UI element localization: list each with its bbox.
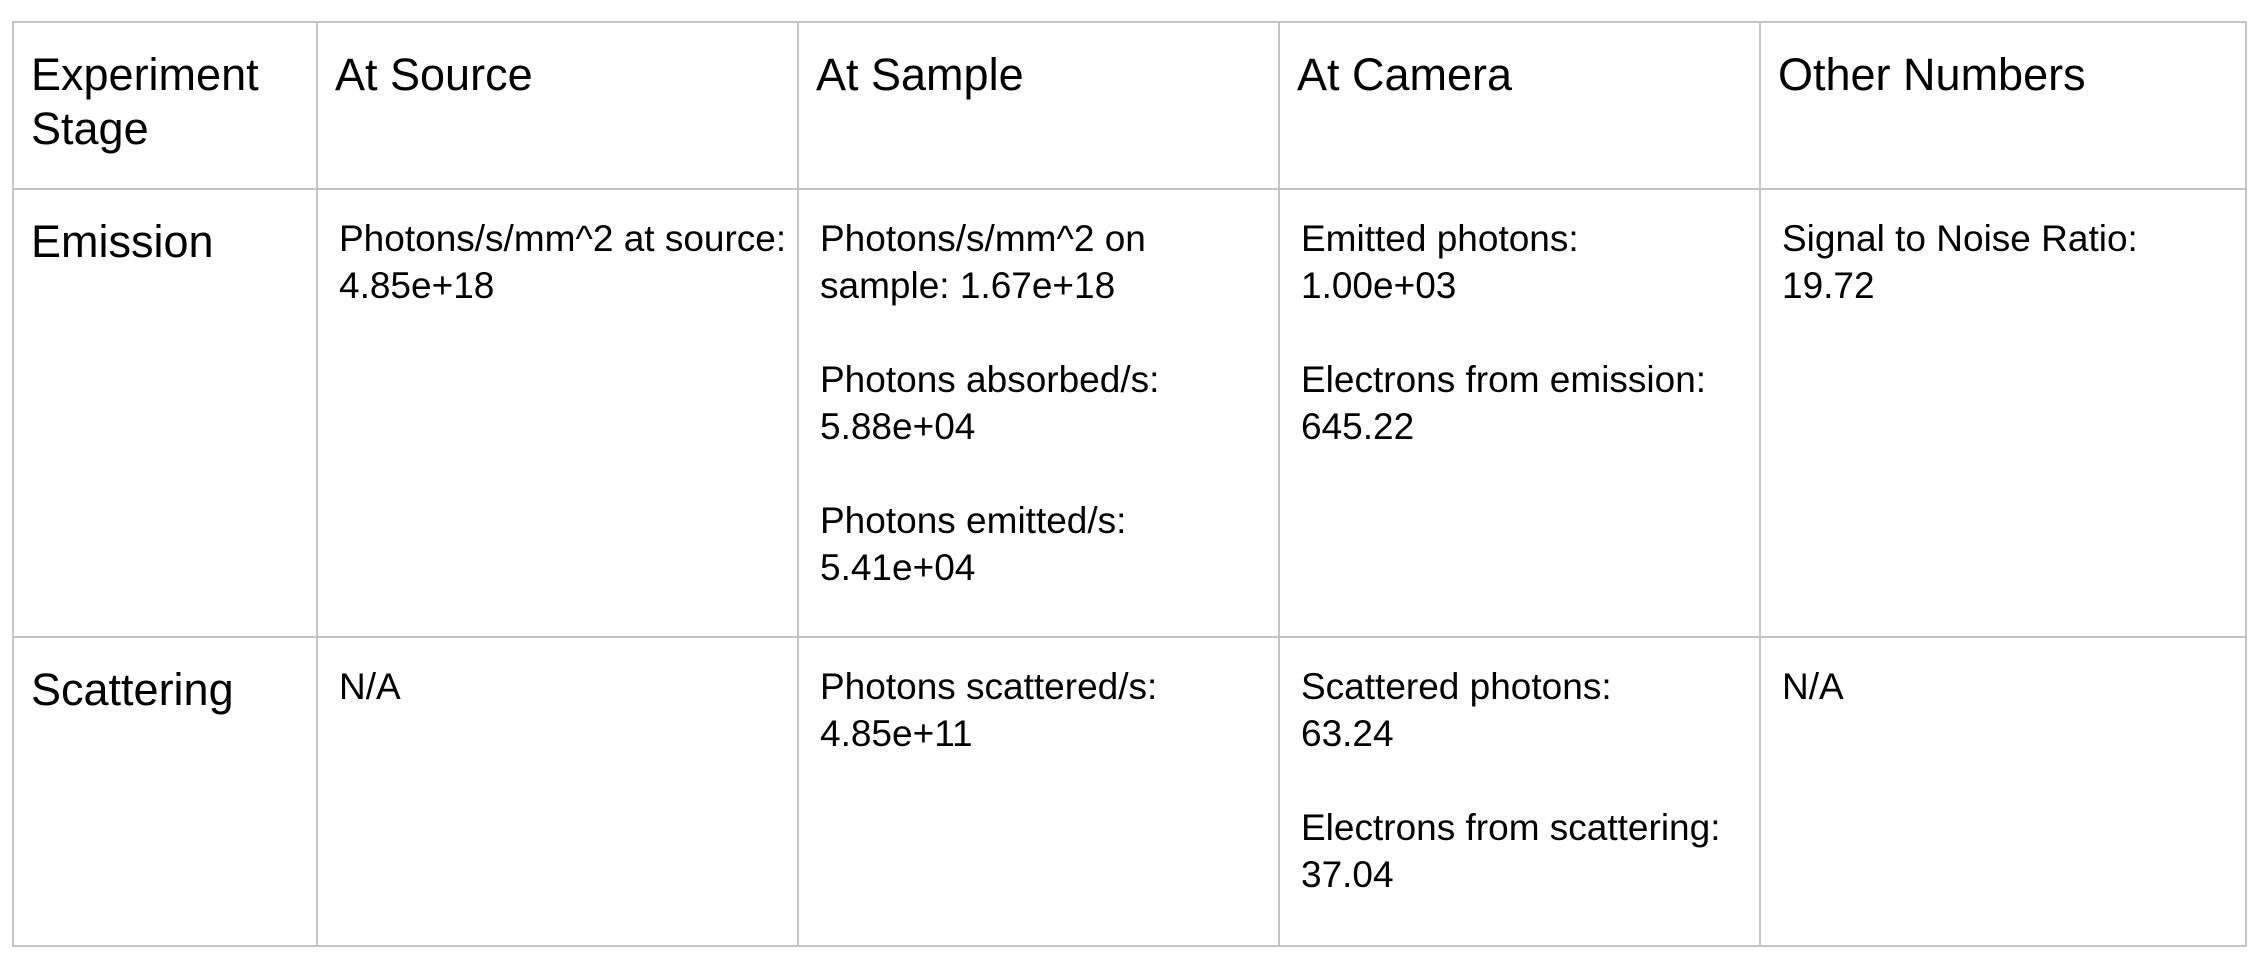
- table-row-emission: Emission Photons/s/mm^2 at source: 4.85e…: [12, 188, 2247, 638]
- header-cell-at-source: At Source: [316, 21, 799, 190]
- metric-value: 1.00e+03: [1301, 265, 1457, 306]
- metric-label: Electrons from emission:: [1301, 359, 1707, 400]
- metric-value: 5.41e+04: [820, 547, 976, 588]
- metric-label: Photons/s/mm^2 at source:: [339, 218, 787, 259]
- metric-value: 37.04: [1301, 807, 1742, 895]
- metric-entry: Scattered photons: 63.24: [1301, 663, 1759, 757]
- at-sample-cell: Photons/s/mm^2 on sample: 1.67e+18 Photo…: [797, 188, 1280, 638]
- metric-entry: Electrons from emission: 645.22: [1301, 356, 1759, 450]
- stage-label: Emission: [31, 216, 214, 267]
- header-label: At Sample: [816, 49, 1024, 100]
- metric-entry: Photons absorbed/s: 5.88e+04: [820, 356, 1278, 450]
- na-value: N/A: [1782, 666, 1844, 707]
- header-cell-experiment-stage: Experiment Stage: [12, 21, 318, 190]
- metric-label: Emitted photons:: [1301, 218, 1579, 259]
- header-cell-at-sample: At Sample: [797, 21, 1280, 190]
- table-header-row: Experiment Stage At Source At Sample At …: [12, 21, 2247, 190]
- na-value: N/A: [339, 666, 401, 707]
- stage-cell: Scattering: [12, 636, 318, 947]
- header-cell-at-camera: At Camera: [1278, 21, 1761, 190]
- metric-value: 63.24: [1301, 713, 1394, 754]
- stage-cell: Emission: [12, 188, 318, 638]
- metric-label: Signal to Noise Ratio:: [1782, 218, 2138, 259]
- metric-entry: Photons emitted/s: 5.41e+04: [820, 497, 1278, 591]
- metric-entry: Photons/s/mm^2 on sample: 1.67e+18: [820, 215, 1278, 309]
- metric-label: Photons/s/mm^2 on sample:: [820, 218, 1157, 306]
- table-row-scattering: Scattering N/A Photons scattered/s: 4.85e…: [12, 636, 2247, 947]
- metric-entry: Signal to Noise Ratio: 19.72: [1782, 215, 2245, 309]
- at-source-cell: Photons/s/mm^2 at source: 4.85e+18: [316, 188, 799, 638]
- at-camera-cell: Emitted photons: 1.00e+03 Electrons from …: [1278, 188, 1761, 638]
- metric-value: 19.72: [1782, 265, 1875, 306]
- metric-entry: Electrons from scattering: 37.04: [1301, 804, 1759, 898]
- metric-label: Electrons from scattering:: [1301, 807, 1721, 848]
- metric-value: 4.85e+18: [339, 265, 495, 306]
- stage-label: Scattering: [31, 664, 234, 715]
- metric-entry: Photons/s/mm^2 at source: 4.85e+18: [339, 215, 797, 309]
- metric-entry: Emitted photons: 1.00e+03: [1301, 215, 1759, 309]
- header-label: At Source: [335, 49, 533, 100]
- header-label: Experiment Stage: [31, 49, 259, 154]
- metric-value: 1.67e+18: [959, 265, 1116, 306]
- metric-label: Photons emitted/s:: [820, 500, 1127, 541]
- metric-label: Photons scattered/s:: [820, 666, 1158, 707]
- metric-value: 645.22: [1301, 406, 1415, 447]
- metric-value: 4.85e+11: [820, 713, 973, 754]
- results-table: Experiment Stage At Source At Sample At …: [12, 21, 2247, 947]
- other-numbers-cell: N/A: [1759, 636, 2247, 947]
- header-label: Other Numbers: [1778, 49, 2086, 100]
- metric-value: 5.88e+04: [820, 406, 976, 447]
- header-cell-other-numbers: Other Numbers: [1759, 21, 2247, 190]
- metric-entry: Photons scattered/s: 4.85e+11: [820, 663, 1278, 757]
- other-numbers-cell: Signal to Noise Ratio: 19.72: [1759, 188, 2247, 638]
- at-sample-cell: Photons scattered/s: 4.85e+11: [797, 636, 1280, 947]
- at-source-cell: N/A: [316, 636, 799, 947]
- metric-label: Photons absorbed/s:: [820, 359, 1160, 400]
- at-camera-cell: Scattered photons: 63.24 Electrons from s…: [1278, 636, 1761, 947]
- metric-label: Scattered photons:: [1301, 666, 1612, 707]
- header-label: At Camera: [1297, 49, 1513, 100]
